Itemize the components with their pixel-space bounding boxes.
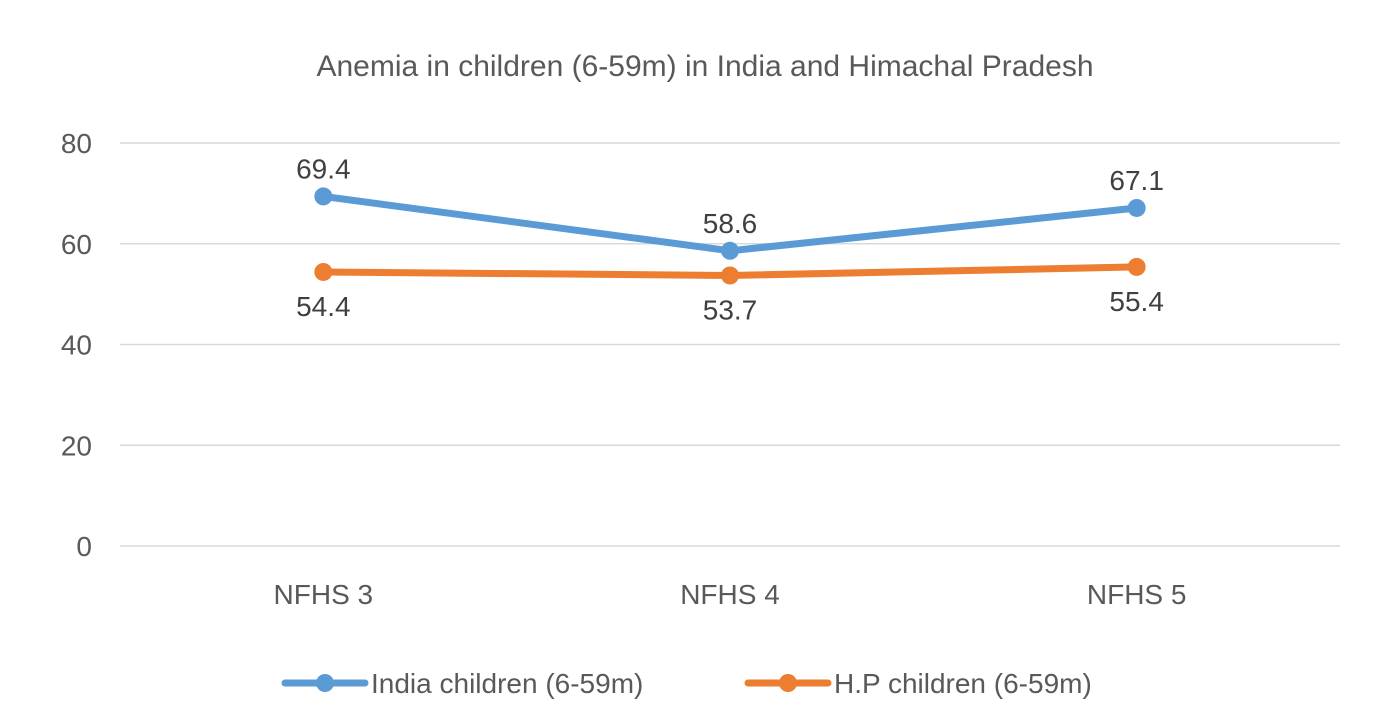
legend-marker xyxy=(779,674,797,692)
y-tick-label: 80 xyxy=(61,128,92,159)
data-point xyxy=(721,241,739,260)
x-tick-label: NFHS 5 xyxy=(1087,579,1187,610)
data-label: 55.4 xyxy=(1109,286,1164,317)
data-label: 69.4 xyxy=(296,153,351,184)
x-tick-label: NFHS 4 xyxy=(680,579,780,610)
data-label: 58.6 xyxy=(703,208,758,239)
x-tick-label: NFHS 3 xyxy=(274,579,374,610)
y-tick-label: 60 xyxy=(61,229,92,260)
data-point xyxy=(1127,257,1146,276)
legend-label: India children (6-59m) xyxy=(371,668,643,699)
chart-title: Anemia in children (6-59m) in India and … xyxy=(316,50,1093,83)
legend-label: H.P children (6-59m) xyxy=(834,668,1092,699)
data-point xyxy=(314,187,333,206)
data-label: 54.4 xyxy=(296,291,351,322)
data-label: 53.7 xyxy=(703,294,758,325)
y-tick-label: 20 xyxy=(61,430,92,461)
data-label: 67.1 xyxy=(1109,165,1164,196)
y-tick-label: 0 xyxy=(76,531,92,562)
legend-marker xyxy=(316,674,334,692)
data-point xyxy=(721,266,739,285)
data-point xyxy=(1127,198,1146,217)
data-point xyxy=(314,262,333,281)
y-tick-label: 40 xyxy=(61,330,92,361)
